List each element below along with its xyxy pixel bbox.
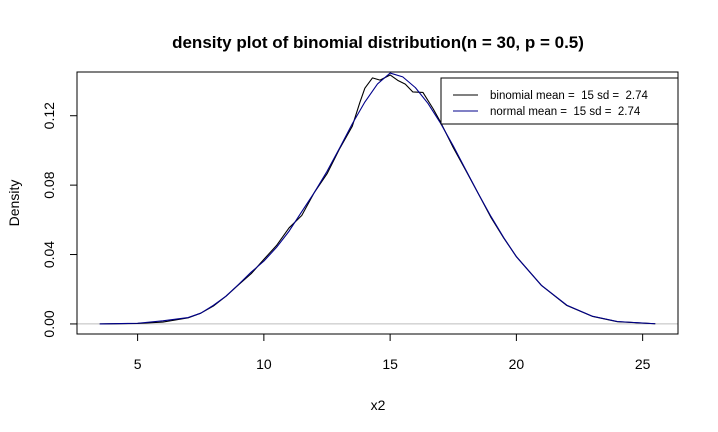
series-layer xyxy=(99,72,656,325)
y-axis: 0.00 0.04 0.08 0.12 xyxy=(41,102,78,338)
legend-box xyxy=(440,77,679,125)
x-axis-label: x2 xyxy=(371,397,386,413)
y-tick-label: 0.08 xyxy=(41,171,57,198)
x-tick-label: 15 xyxy=(382,356,398,372)
legend-label-normal: normal mean = 15 sd = 2.74 xyxy=(490,106,641,118)
x-tick-label: 5 xyxy=(134,356,142,372)
x-axis: 5 10 15 20 25 xyxy=(134,333,651,372)
y-tick-label: 0.04 xyxy=(41,241,57,268)
y-tick-label: 0.00 xyxy=(41,310,57,337)
normal-density-line xyxy=(99,72,656,325)
legend: binomial mean = 15 sd = 2.74 normal mean… xyxy=(440,77,679,125)
x-tick-label: 20 xyxy=(509,356,525,372)
x-tick-label: 25 xyxy=(635,356,651,372)
y-tick-label: 0.12 xyxy=(41,102,57,129)
legend-label-binomial: binomial mean = 15 sd = 2.74 xyxy=(490,90,649,102)
chart-title: density plot of binomial distribution(n … xyxy=(172,33,584,52)
y-axis-label: Density xyxy=(6,180,22,227)
x-tick-label: 10 xyxy=(256,356,272,372)
